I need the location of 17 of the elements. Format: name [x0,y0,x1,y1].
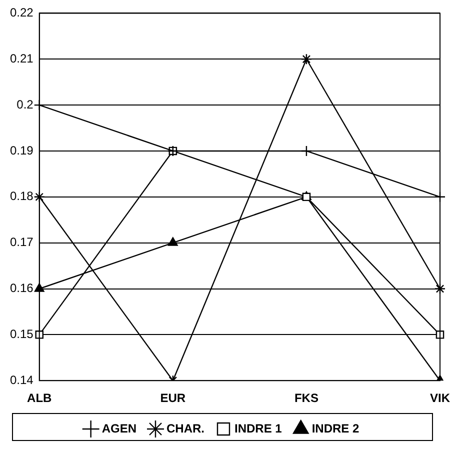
y-tick-label: 0.15 [10,326,34,341]
y-tick-label: 0.14 [10,372,34,387]
y-tick-label: 0.2 [16,97,34,112]
legend-label: CHAR. [166,421,204,436]
x-tick-label: VIK [430,391,450,406]
legend-label: INDRE 2 [312,421,360,436]
x-tick-label: EUR [160,391,186,406]
x-tick-label: FKS [294,391,318,406]
y-tick-label: 0.17 [10,235,34,250]
y-tick-label: 0.18 [10,189,34,204]
y-tick-label: 0.22 [10,6,34,20]
legend-label: INDRE 1 [234,421,282,436]
y-tick-label: 0.21 [10,51,34,66]
x-tick-label: ALB [27,391,52,406]
y-tick-label: 0.16 [10,281,34,296]
legend-label: AGEN [102,421,136,436]
y-tick-label: 0.19 [10,143,34,158]
